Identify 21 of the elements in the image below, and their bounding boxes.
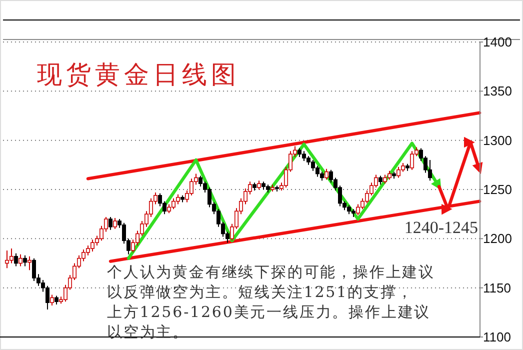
- y-tick-label: 1250: [483, 182, 512, 198]
- y-tick-label: 1100: [483, 330, 511, 345]
- candlestick: [18, 254, 22, 267]
- annotation: 以空为主。: [107, 323, 189, 341]
- candlestick: [14, 252, 18, 267]
- candlestick: [23, 254, 27, 267]
- text: 现货黄金日线图: [37, 60, 240, 89]
- y-tick-label: 1200: [483, 231, 512, 246]
- y-tick-label: 1150: [483, 280, 511, 296]
- candlestick: [28, 256, 32, 271]
- annotation: 上方1256-1260美元一线压力。操作上建议: [107, 303, 431, 321]
- candlestick: [50, 294, 54, 306]
- annotation: 个人认为黄金有继续下探的可能，操作上建议: [107, 263, 435, 281]
- y-tick-label: 1400: [483, 34, 512, 50]
- y-tick-label: 1300: [483, 132, 512, 148]
- y-tick-label: 1350: [483, 84, 512, 99]
- annotation: 以反弹做空为主。短线关注1251的支撑，: [107, 283, 414, 301]
- annotation: 1240-1245: [404, 218, 478, 237]
- candlestick: [113, 218, 117, 230]
- candlestick: [108, 216, 112, 230]
- candlestick: [324, 168, 328, 180]
